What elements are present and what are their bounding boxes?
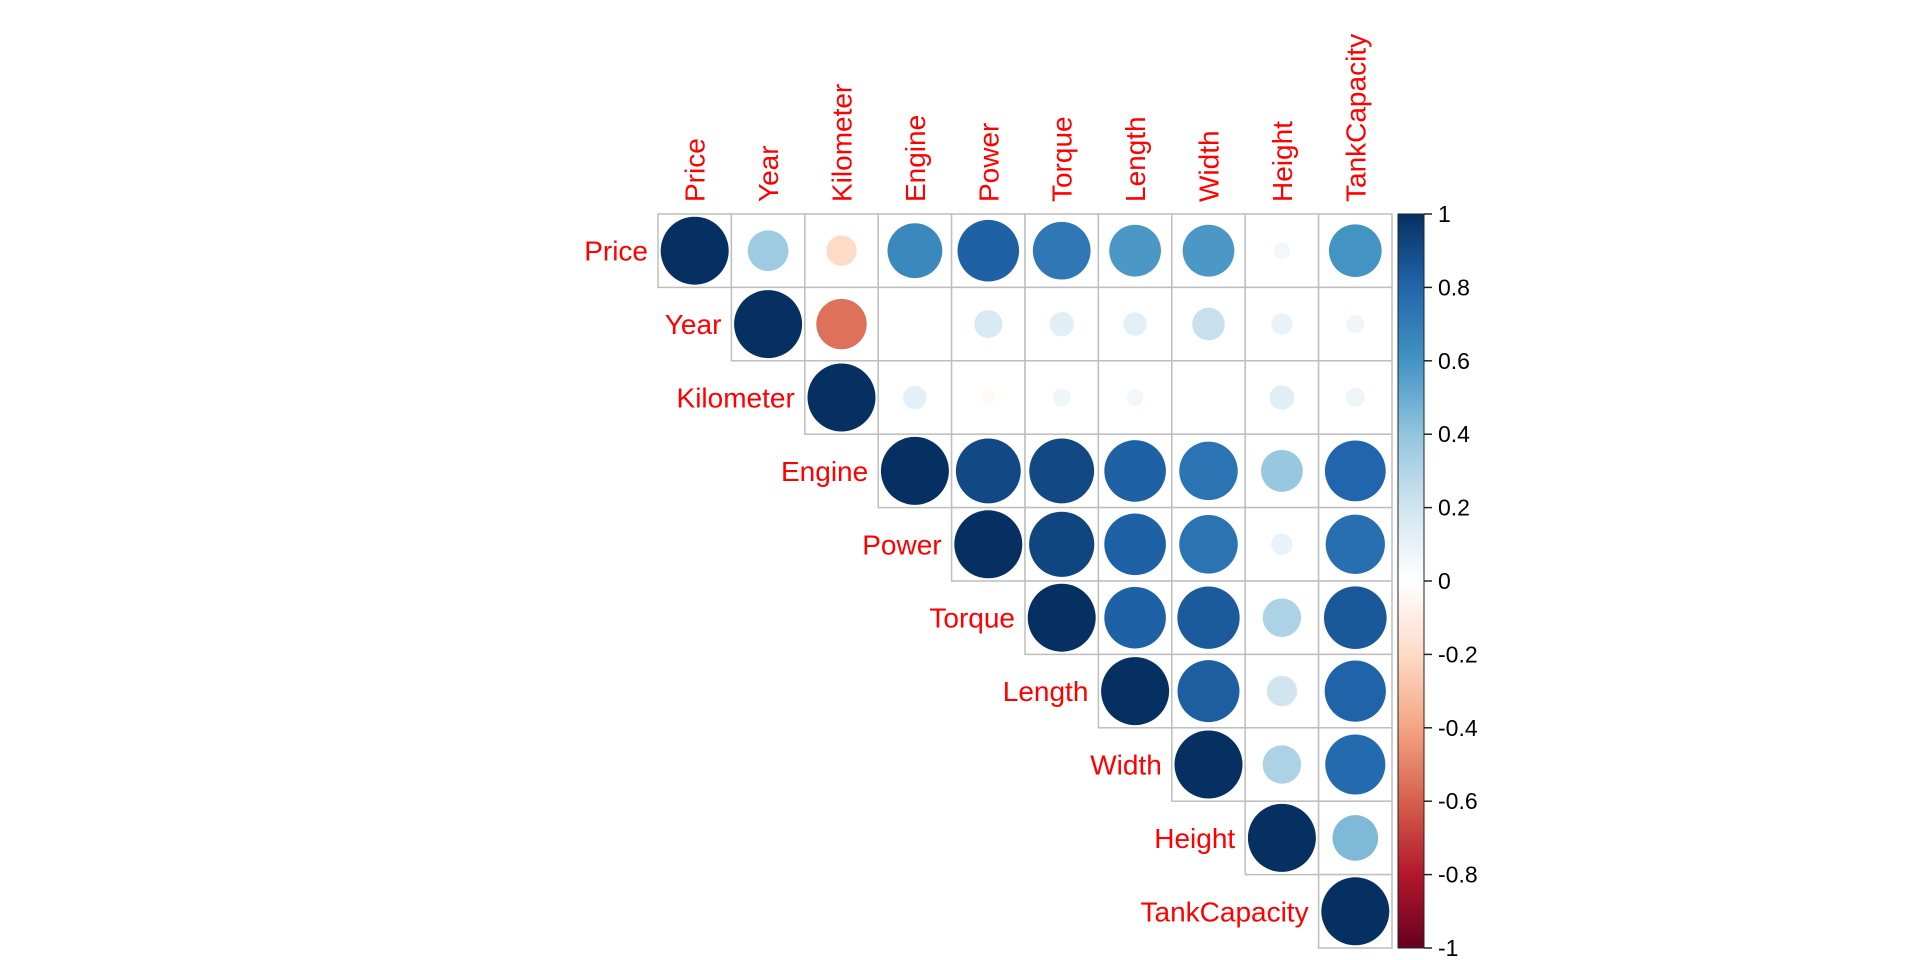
colorbar-tick-label: 0.6 [1438,348,1470,374]
correlation-circle [1323,586,1387,650]
correlation-circle [1179,441,1238,501]
correlation-circle [954,510,1023,579]
row-label: Height [1154,823,1235,854]
correlation-circle [1126,389,1144,406]
correlation-circle [1192,307,1225,341]
correlation-circle [1262,745,1302,784]
correlation-circle [1052,388,1071,407]
correlation-circle [981,390,996,405]
correlation-circle [1101,657,1170,726]
column-label: Height [1267,121,1298,202]
row-label: Kilometer [677,383,795,414]
correlation-circle [807,363,876,432]
colorbar [1397,213,1425,949]
column-label: Width [1194,130,1225,202]
colorbar-tick-label: 0.2 [1438,495,1470,521]
correlation-circle [1345,387,1365,408]
correlation-circle [1346,315,1365,334]
column-label: Price [680,138,711,202]
correlation-circle [1332,815,1379,861]
correlation-circle [1104,513,1166,576]
correlation-circle [1029,511,1095,577]
colorbar-tick-label: 0 [1438,568,1451,594]
row-label: Year [665,309,722,340]
grid-cell [1024,360,1100,435]
correlation-circle [1321,877,1390,946]
correlation-circle [1205,394,1212,401]
correlation-circle [1032,221,1091,280]
row-label: TankCapacity [1141,896,1309,927]
correlation-circle [1027,583,1096,652]
correlation-circle [1325,514,1385,574]
colorbar-tick-label: 0.8 [1438,274,1470,300]
correlation-circle [1247,803,1316,872]
colorbar-tick-label: -1 [1438,935,1458,960]
correlation-circle [1260,449,1303,492]
correlation-circle [826,235,857,266]
row-label: Power [862,529,941,560]
correlation-circle [1123,312,1147,336]
row-label: Engine [781,456,868,487]
correlation-circle [880,436,949,505]
colorbar-tick-label: 1 [1438,201,1451,227]
column-label: Torque [1047,116,1078,202]
column-label: Length [1120,116,1151,202]
correlation-circle [957,219,1020,282]
correlation-circle [1328,224,1382,278]
correlation-circle [1325,734,1386,795]
correlation-circle [1271,533,1293,556]
correlation-circle [955,438,1021,504]
correlation-circle [1324,440,1386,502]
correlation-circle [974,310,1003,339]
correlation-circle [1109,224,1161,277]
colorbar-tick-label: -0.8 [1438,862,1478,888]
grid-cell [877,286,953,362]
correlation-circle [1179,515,1238,574]
correlation-circle [1324,660,1386,722]
colorbar-tick-label: 0.4 [1438,421,1470,447]
correlation-circle [1182,224,1235,277]
column-label: Power [973,123,1004,202]
colorbar-tick-label: -0.6 [1438,788,1478,814]
correlation-circle [1174,730,1243,799]
correlation-circle [734,290,803,359]
correlation-circle [1273,242,1291,260]
column-label: Year [753,145,784,202]
row-label: Torque [929,603,1015,634]
correlation-circle [903,385,927,410]
row-label: Width [1090,750,1162,781]
colorbar-tick-label: -0.4 [1438,715,1478,741]
colorbar-tick-label: -0.2 [1438,641,1478,667]
row-label: Price [584,236,648,267]
correlation-circle [660,216,729,285]
correlation-circle [1104,586,1166,649]
row-label: Length [1003,676,1089,707]
correlation-circle [1266,675,1298,707]
correlation-circle [887,223,943,279]
correlation-circle [1177,586,1240,649]
column-label: Engine [900,115,931,202]
correlation-circle [747,230,789,272]
correlation-circle [816,298,867,350]
column-label: TankCapacity [1340,34,1371,202]
column-label: Kilometer [827,84,858,202]
grid-cell [1024,286,1100,362]
correlation-circle [1269,385,1295,410]
correlation-circle [1029,438,1095,504]
correlation-circle [1262,598,1302,637]
correlation-circle [1104,440,1166,502]
correlation-circle [1271,313,1293,335]
correlation-circle [1049,311,1074,337]
correlation-circle [1177,660,1240,723]
